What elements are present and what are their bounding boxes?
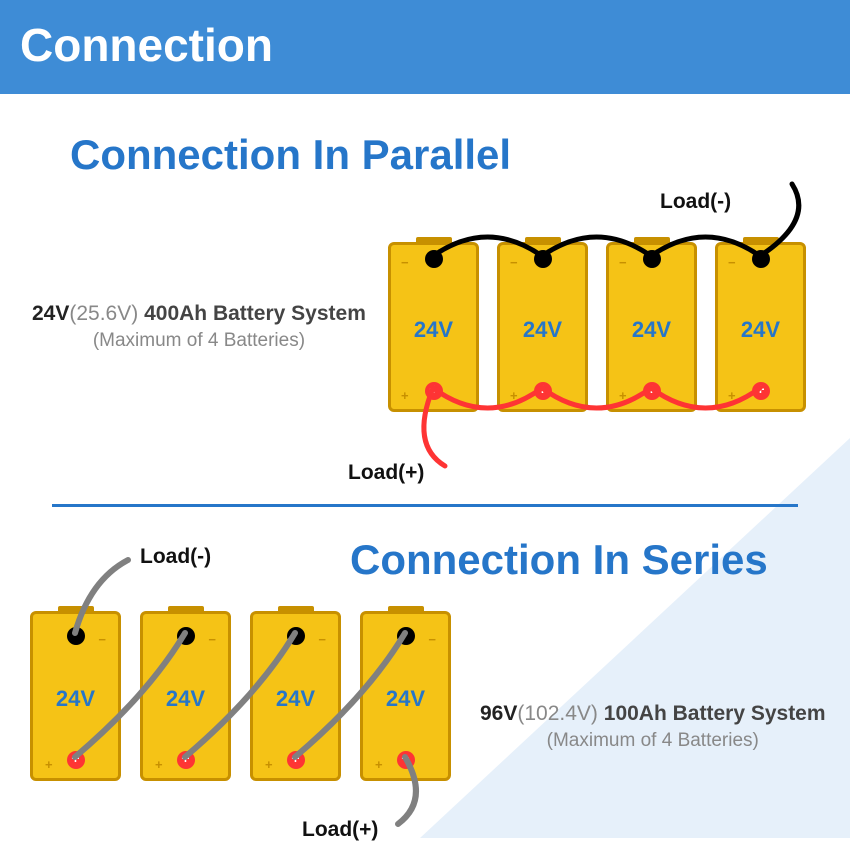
series-voltage-paren: (102.4V) bbox=[517, 702, 598, 725]
series-spec: 96V(102.4V) 100Ah Battery System (Maximu… bbox=[480, 702, 826, 752]
series-note: (Maximum of 4 Batteries) bbox=[480, 730, 826, 752]
series-load-pos-label: Load(+) bbox=[302, 818, 378, 842]
series-load-neg-label: Load(-) bbox=[140, 545, 211, 569]
series-voltage: 96V bbox=[480, 702, 517, 725]
series-capacity: 100Ah Battery System bbox=[604, 702, 826, 725]
